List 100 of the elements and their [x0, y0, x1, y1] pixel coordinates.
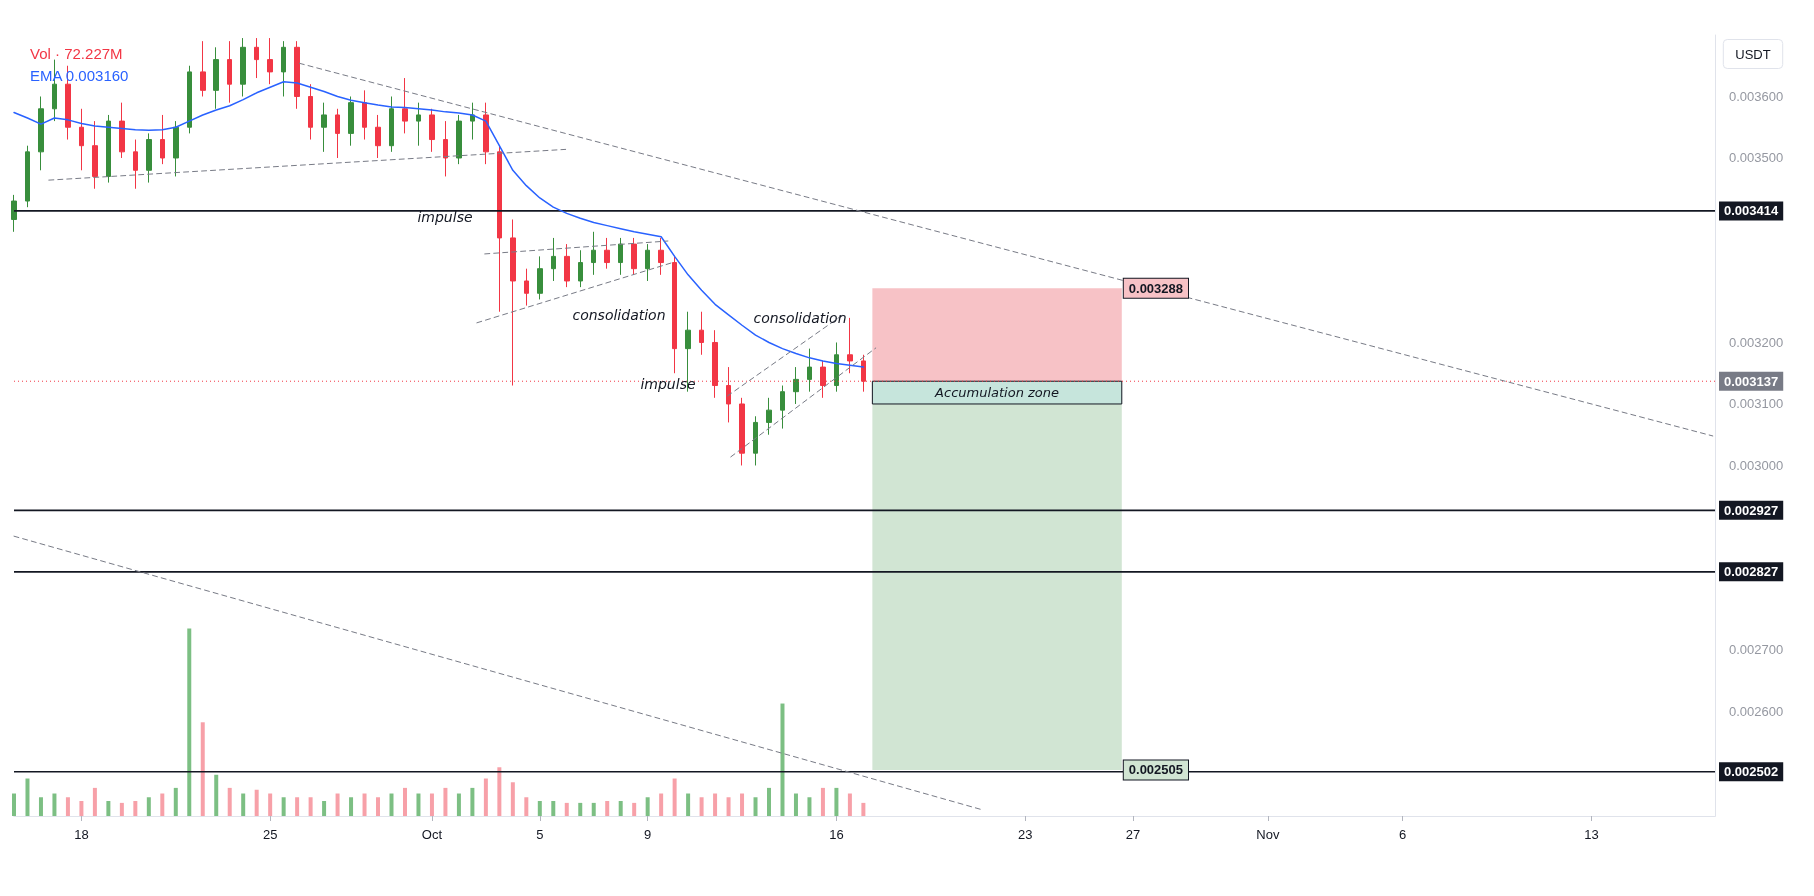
y-tick-label: 0.003600 [1729, 89, 1784, 104]
bar [470, 787, 475, 816]
bar [726, 797, 731, 816]
candlestick [146, 132, 152, 184]
y-tick-label: 0.003500 [1729, 150, 1784, 166]
candlestick [470, 102, 475, 141]
candlestick [645, 243, 650, 282]
candlestick [79, 108, 84, 171]
bar [389, 793, 394, 816]
bar [160, 793, 165, 816]
x-tick-label: 13 [1584, 827, 1599, 842]
candlestick [335, 108, 340, 159]
ref-line-label: 0.003137 [1724, 373, 1779, 389]
y-tick-label: 0.003200 [1729, 334, 1784, 350]
band-label: Accumulation zone [934, 385, 1060, 401]
candlestick [672, 255, 677, 374]
x-tick-label: 23 [1017, 827, 1033, 842]
bar [618, 801, 623, 816]
bar [214, 774, 219, 816]
bar [632, 802, 637, 816]
bar [820, 787, 825, 816]
bar [349, 797, 354, 816]
bar [119, 802, 124, 816]
candlestick [281, 40, 286, 97]
annotation: consolidation [572, 307, 666, 323]
candlestick [267, 37, 273, 85]
candlestick [631, 237, 637, 276]
bar [699, 797, 704, 816]
candlestick [254, 37, 259, 79]
candlestick [524, 268, 529, 307]
y-tick-label: 0.003100 [1729, 396, 1784, 412]
bar [672, 778, 677, 816]
candlestick [456, 114, 462, 165]
bar [133, 801, 138, 816]
candlestick [240, 37, 246, 97]
candlestick [11, 194, 17, 233]
y-tick-label: 0.002700 [1729, 642, 1784, 658]
bar [591, 802, 596, 816]
x-tick-label: 6 [1399, 827, 1407, 842]
bar [173, 787, 178, 816]
bar [187, 628, 192, 816]
x-tick-label: 18 [74, 827, 89, 842]
candlestick [294, 40, 300, 110]
candlestick [402, 77, 408, 134]
candlestick [348, 96, 354, 147]
candlestick [389, 96, 394, 153]
candlestick [429, 108, 435, 153]
candlestick [133, 139, 138, 190]
bar [25, 778, 30, 816]
candlestick [604, 237, 610, 270]
x-tick-label: Nov [1256, 827, 1280, 842]
ref-line-label: 0.003414 [1724, 203, 1779, 219]
bar [645, 797, 650, 816]
x-tick-label: 25 [262, 827, 278, 842]
candlestick [173, 120, 179, 177]
bar [38, 797, 43, 816]
bar [564, 802, 569, 816]
candlestick [578, 249, 583, 288]
candlestick [119, 102, 125, 159]
bar [79, 801, 84, 816]
bar [200, 722, 205, 816]
y-tick-label: 0.003000 [1729, 457, 1784, 473]
bar [106, 801, 111, 816]
band-label: 0.003288 [1128, 280, 1184, 296]
candlestick [416, 102, 421, 147]
candlestick [551, 237, 556, 282]
candlestick [38, 96, 44, 171]
candlestick [807, 348, 812, 393]
candlestick [537, 255, 543, 300]
bar [308, 797, 313, 816]
bar [740, 793, 745, 816]
bar [227, 787, 232, 816]
candlestick [618, 237, 623, 276]
candlestick [25, 145, 30, 208]
candlestick [658, 237, 664, 276]
bar [268, 793, 273, 816]
bar [578, 802, 583, 816]
bar [92, 787, 97, 816]
bar [780, 703, 785, 816]
x-tick-label: Oct [421, 827, 443, 842]
bar [847, 793, 852, 816]
annotation: consolidation [753, 310, 847, 326]
bar [510, 782, 515, 816]
x-tick-label: 9 [644, 827, 652, 842]
candlestick [375, 114, 381, 159]
candlestick [847, 317, 853, 374]
y-tick-label: 0.002600 [1729, 703, 1784, 719]
bar [753, 797, 758, 816]
bar [497, 767, 502, 816]
bar [254, 789, 259, 816]
bar [376, 797, 381, 816]
bar [456, 793, 461, 816]
candlestick [160, 114, 165, 165]
bar [659, 793, 664, 816]
candlestick [308, 83, 313, 141]
bar [861, 802, 866, 816]
x-tick-label: 27 [1125, 827, 1141, 842]
band-label: 0.002505 [1128, 762, 1184, 778]
bar [524, 797, 529, 816]
bar [551, 801, 556, 816]
